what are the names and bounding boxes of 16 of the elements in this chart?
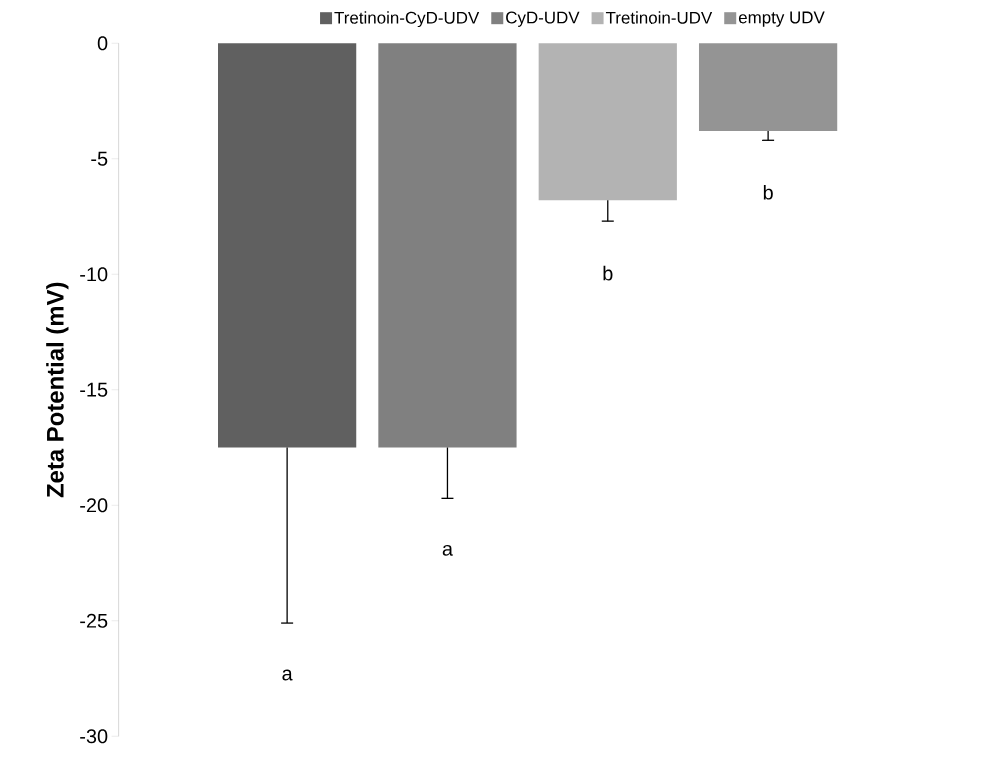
legend-label: CyD-UDV xyxy=(506,11,580,27)
legend-label: empty UDV xyxy=(738,11,825,27)
annotation: b xyxy=(763,184,773,200)
annotation: b xyxy=(603,265,613,281)
y-tick-label: -30 xyxy=(80,729,108,744)
annotation: a xyxy=(442,544,453,556)
y-tick-label: 0 xyxy=(97,36,108,51)
legend-label: Tretinoin-UDV xyxy=(605,11,713,24)
y-axis-title: Zeta Potential (mV) xyxy=(46,282,69,498)
y-tick-label: -20 xyxy=(80,498,108,513)
y-tick-label: -25 xyxy=(80,613,108,628)
y-tick-label: -5 xyxy=(91,151,108,166)
annotation: a xyxy=(282,669,293,681)
legend-label: Tretinoin-CyD-UDV xyxy=(334,11,480,28)
y-tick-label: -15 xyxy=(80,382,108,397)
y-tick-label: -10 xyxy=(80,267,108,282)
